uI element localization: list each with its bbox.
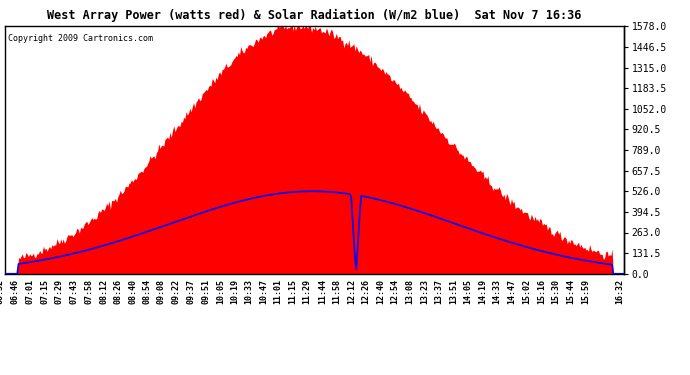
Text: 15:59: 15:59 — [582, 279, 591, 304]
Text: 11:44: 11:44 — [318, 279, 327, 304]
Text: 09:51: 09:51 — [201, 279, 210, 304]
Text: 11:58: 11:58 — [333, 279, 342, 304]
Text: 14:19: 14:19 — [478, 279, 487, 304]
Text: 10:47: 10:47 — [259, 279, 268, 304]
Text: 13:23: 13:23 — [420, 279, 429, 304]
Text: 07:43: 07:43 — [69, 279, 78, 304]
Text: 10:33: 10:33 — [245, 279, 254, 304]
Text: 14:47: 14:47 — [507, 279, 516, 304]
Text: 12:12: 12:12 — [347, 279, 356, 304]
Text: 10:05: 10:05 — [216, 279, 225, 304]
Text: 13:51: 13:51 — [449, 279, 458, 304]
Text: 11:15: 11:15 — [288, 279, 297, 304]
Text: 07:01: 07:01 — [26, 279, 34, 304]
Text: 07:29: 07:29 — [55, 279, 63, 304]
Text: 13:37: 13:37 — [435, 279, 444, 304]
Text: Copyright 2009 Cartronics.com: Copyright 2009 Cartronics.com — [8, 34, 153, 43]
Text: 12:40: 12:40 — [376, 279, 385, 304]
Text: West Array Power (watts red) & Solar Radiation (W/m2 blue)  Sat Nov 7 16:36: West Array Power (watts red) & Solar Rad… — [47, 9, 581, 22]
Text: 07:15: 07:15 — [40, 279, 49, 304]
Text: 09:22: 09:22 — [171, 279, 180, 304]
Text: 16:32: 16:32 — [615, 279, 624, 304]
Text: 15:44: 15:44 — [566, 279, 575, 304]
Text: 08:54: 08:54 — [143, 279, 152, 304]
Text: 08:12: 08:12 — [99, 279, 108, 304]
Text: 06:32: 06:32 — [0, 279, 5, 304]
Text: 09:08: 09:08 — [157, 279, 166, 304]
Text: 08:26: 08:26 — [114, 279, 123, 304]
Text: 12:54: 12:54 — [391, 279, 400, 304]
Text: 11:01: 11:01 — [274, 279, 283, 304]
Text: 09:37: 09:37 — [187, 279, 196, 304]
Text: 14:05: 14:05 — [464, 279, 473, 304]
Text: 14:33: 14:33 — [493, 279, 502, 304]
Text: 12:26: 12:26 — [362, 279, 371, 304]
Text: 15:16: 15:16 — [537, 279, 546, 304]
Text: 07:58: 07:58 — [85, 279, 94, 304]
Text: 15:30: 15:30 — [551, 279, 560, 304]
Text: 15:02: 15:02 — [522, 279, 531, 304]
Text: 11:29: 11:29 — [302, 279, 312, 304]
Text: 13:08: 13:08 — [405, 279, 414, 304]
Text: 06:46: 06:46 — [10, 279, 19, 304]
Text: 10:19: 10:19 — [230, 279, 239, 304]
Text: 08:40: 08:40 — [128, 279, 137, 304]
